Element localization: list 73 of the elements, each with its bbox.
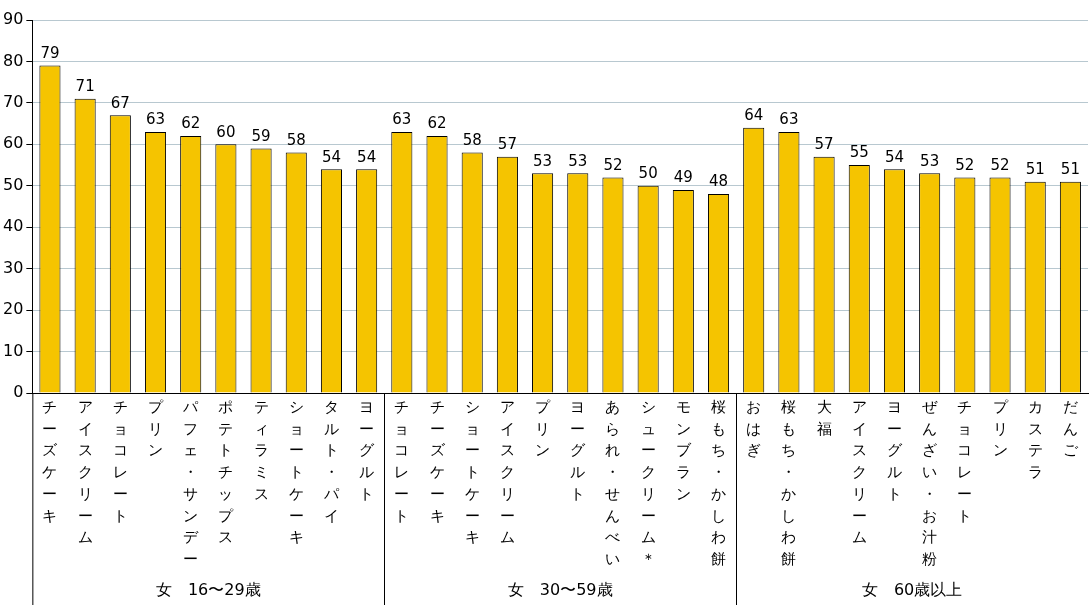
x-tick-label: ショートケーキ (288, 397, 304, 547)
x-tick-label: モンブラン (675, 397, 692, 503)
data-label: 58 (286, 131, 306, 150)
data-label: 60 (216, 122, 236, 141)
data-label: 52 (603, 155, 623, 174)
text: 女 30〜59歳 (507, 580, 613, 600)
x-tick-label: タルト・パイ (322, 397, 340, 525)
x-tick-label: チョコレート (957, 397, 973, 525)
data-label: 52 (955, 155, 975, 174)
y-tick-label: 0 (13, 382, 24, 402)
y-tick-label: 70 (3, 92, 24, 112)
x-tick-label: プリン (992, 397, 1009, 460)
x-tick-label: ショートケーキ (464, 397, 480, 547)
x-tick-label: アイスクリーム (77, 397, 93, 547)
data-label: 63 (145, 110, 166, 129)
data-label: 71 (75, 77, 95, 96)
x-tick-label: ポテトチップス (218, 397, 235, 547)
x-tick-label: ぜんざい・お汁粉 (922, 397, 939, 569)
x-tick-label: 大福 (816, 397, 832, 438)
data-label: 79 (40, 43, 60, 62)
x-tick-label: ヨーグルト (359, 397, 376, 503)
data-label: 51 (1025, 160, 1045, 179)
x-tick-label: 桜もち・かしわ餅 (711, 397, 727, 569)
data-label: 48 (708, 172, 729, 191)
x-tick-label: 桜もち・かしわ餅 (781, 397, 797, 569)
x-tick-label: ヨーグルト (886, 397, 903, 503)
data-label: 50 (638, 164, 658, 183)
data-label: 54 (321, 147, 341, 166)
data-label: 63 (392, 110, 412, 129)
y-tick-label: 30 (3, 257, 24, 277)
data-label: 57 (814, 135, 834, 154)
data-label: 49 (673, 168, 693, 187)
data-label: 62 (427, 114, 447, 133)
x-tick-label: プリン (535, 397, 552, 460)
data-label: 51 (1060, 160, 1080, 179)
x-tick-label: あられ・せんべい (605, 397, 621, 569)
x-tick-label: チーズケーキ (429, 397, 446, 525)
x-tick-label: チーズケーキ (42, 397, 59, 525)
y-tick-label: 90 (3, 9, 24, 29)
data-label: 63 (779, 110, 799, 129)
y-tick-label: 10 (3, 340, 24, 360)
data-label: 52 (990, 155, 1010, 174)
y-tick-label: 20 (3, 299, 24, 319)
y-tick-label: 50 (3, 174, 24, 194)
x-tick-label: チョコレート (112, 397, 128, 525)
data-label: 54 (884, 147, 905, 166)
x-tick-label: パフェ・サンデー (182, 397, 200, 569)
data-label: 62 (181, 114, 201, 133)
x-tick-label: だんご (1062, 397, 1079, 460)
x-tick-label: アイスクリーム (499, 397, 515, 547)
x-tick-label: ヨーグルト (570, 397, 587, 503)
data-label: 59 (251, 126, 271, 145)
x-tick-label: おはぎ (746, 397, 762, 460)
data-label: 55 (849, 143, 869, 162)
text: 女 60歳以上 (861, 580, 963, 600)
x-tick-label: プリン (148, 397, 165, 460)
y-tick-label: 80 (3, 50, 24, 70)
x-tick-label: シュークリーム＊ (640, 397, 656, 569)
data-label: 53 (533, 151, 553, 170)
text: 女 16〜29歳 (155, 580, 261, 600)
y-tick-label: 60 (3, 133, 24, 153)
x-tick-label: カステラ (1027, 397, 1043, 482)
x-tick-label: ティラミス (253, 397, 269, 503)
data-label: 57 (497, 135, 517, 154)
data-label: 64 (744, 106, 764, 125)
y-tick-label: 40 (3, 216, 24, 236)
data-label: 53 (568, 151, 588, 170)
x-tick-label: チョコレート (394, 397, 410, 525)
data-label: 58 (462, 131, 482, 150)
data-label: 67 (110, 93, 130, 112)
x-tick-label: アイスクリーム (851, 397, 867, 547)
data-label: 53 (920, 151, 940, 170)
data-label: 54 (357, 147, 377, 166)
